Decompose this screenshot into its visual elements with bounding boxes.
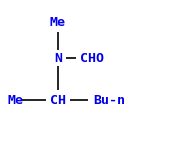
- Text: N: N: [54, 51, 62, 64]
- Text: Me: Me: [50, 16, 66, 28]
- Text: CH: CH: [50, 93, 66, 106]
- Text: Bu-n: Bu-n: [93, 93, 125, 106]
- Text: CHO: CHO: [80, 51, 104, 64]
- Text: Me: Me: [8, 93, 24, 106]
